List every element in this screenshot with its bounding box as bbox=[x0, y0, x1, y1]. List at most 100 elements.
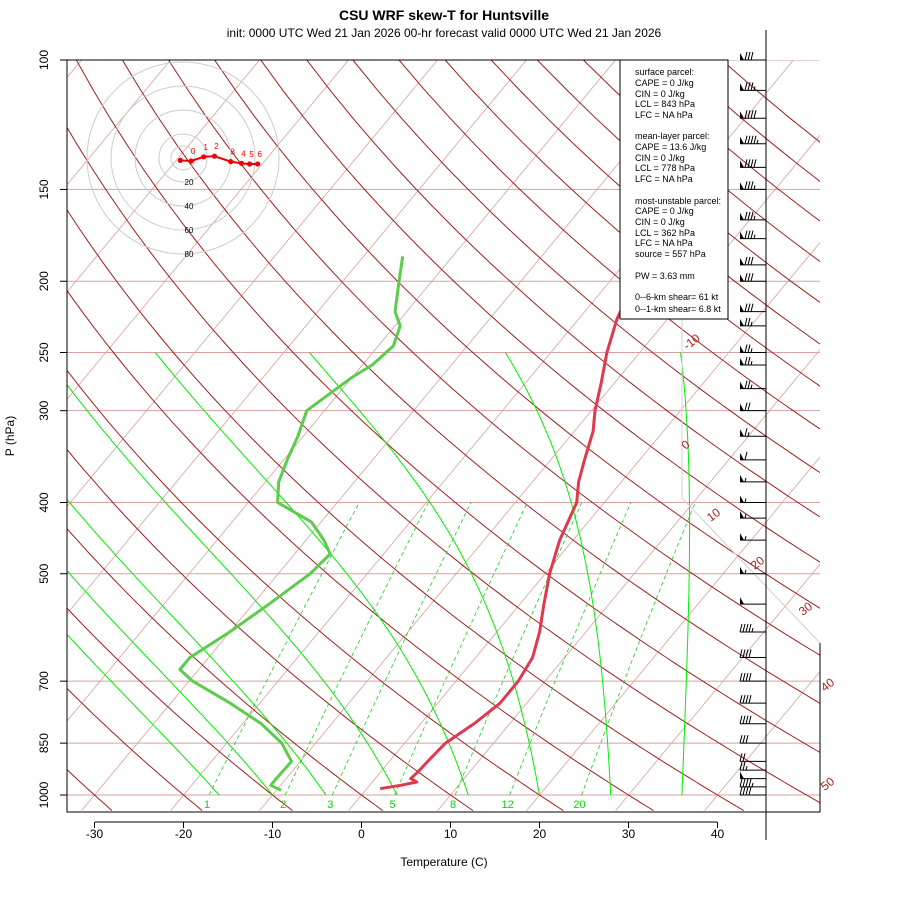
wind-barb bbox=[740, 135, 766, 145]
barb-pennant bbox=[740, 358, 744, 366]
wind-barb bbox=[740, 356, 766, 366]
barb-feather bbox=[747, 51, 751, 61]
x-axis-label: Temperature (C) bbox=[400, 855, 487, 869]
barb-feather bbox=[744, 110, 748, 119]
info-ml-cin: CIN = 0 J/kg bbox=[635, 153, 685, 163]
barb-half-feather bbox=[744, 477, 747, 483]
barb-feather bbox=[744, 230, 748, 239]
dry-adiabat-line bbox=[398, 60, 820, 430]
barb-half-feather bbox=[745, 765, 748, 771]
barb-feather bbox=[750, 135, 754, 144]
moist-adiabat-line bbox=[67, 633, 220, 796]
mixing-ratio-line bbox=[284, 502, 429, 796]
hodograph-point bbox=[177, 157, 183, 163]
barb-feather bbox=[739, 786, 743, 796]
dry-adiabat-label: 50 bbox=[818, 774, 837, 793]
moist-adiabat-line bbox=[154, 352, 469, 796]
barb-half-feather bbox=[753, 185, 756, 190]
y-tick-label: 100 bbox=[37, 50, 51, 70]
barb-pennant bbox=[740, 511, 744, 519]
barb-feather bbox=[742, 695, 746, 704]
dry-adiabat-label: 10 bbox=[704, 505, 723, 524]
y-tick-label: 200 bbox=[37, 271, 51, 291]
hodograph-height-label: 6 bbox=[257, 150, 262, 159]
wind-barb bbox=[740, 82, 766, 91]
wind-barb bbox=[739, 761, 766, 771]
wind-barb bbox=[739, 715, 766, 725]
barb-feather bbox=[750, 256, 754, 266]
barb-feather bbox=[750, 211, 754, 220]
barb-feather bbox=[748, 673, 752, 682]
info-ml-lfc: LFC = NA hPa bbox=[635, 174, 693, 184]
dry-adiabat-line bbox=[260, 60, 820, 563]
dry-adiabat-line bbox=[75, 60, 820, 754]
barb-feather bbox=[744, 273, 748, 282]
hodograph: 20 40 60 80 0 1 2 3 4 5 6 bbox=[86, 61, 280, 259]
moist-adiabat-line bbox=[680, 352, 691, 796]
barb-feather bbox=[742, 673, 746, 682]
wind-barb bbox=[740, 597, 766, 605]
barb-feather bbox=[748, 786, 752, 796]
hodograph-point bbox=[211, 153, 218, 159]
info-mu-header: most-unstable parcel: bbox=[635, 196, 721, 206]
barb-half-feather bbox=[744, 535, 747, 541]
hodograph-point bbox=[247, 161, 253, 167]
dry-adiabat-line bbox=[67, 527, 383, 812]
barb-pennant bbox=[740, 318, 744, 326]
dry-adiabat-label: 40 bbox=[818, 675, 837, 694]
hodograph-ring-label: 40 bbox=[185, 202, 194, 211]
hodograph-ring-label: 60 bbox=[185, 226, 194, 235]
barb-feather bbox=[745, 715, 749, 724]
dry-adiabat-line bbox=[214, 60, 820, 609]
hodograph-point bbox=[238, 160, 245, 166]
dry-adiabat-line bbox=[67, 448, 474, 812]
hodograph-point bbox=[228, 159, 234, 165]
barb-feather bbox=[744, 317, 748, 326]
isotherm-line bbox=[437, 349, 820, 811]
barb-feather bbox=[745, 778, 749, 788]
barb-pennant bbox=[740, 495, 744, 503]
info-surface-cin: CIN = 0 J/kg bbox=[635, 89, 685, 99]
dry-adiabat-line bbox=[168, 60, 820, 656]
mixing-ratio-line bbox=[208, 502, 360, 796]
wind-barb bbox=[740, 159, 766, 168]
y-tick-label: 300 bbox=[37, 400, 51, 420]
hodograph-ring bbox=[134, 109, 232, 207]
barb-half-feather bbox=[751, 782, 754, 788]
wind-barb bbox=[740, 533, 766, 541]
barb-feather bbox=[742, 778, 746, 788]
wind-barb bbox=[740, 451, 766, 461]
barb-feather bbox=[739, 623, 743, 633]
x-tick-label: -10 bbox=[264, 827, 282, 841]
info-ml-cape: CAPE = 13.6 J/kg bbox=[635, 142, 706, 152]
info-mu-source: source = 557 hPa bbox=[635, 249, 706, 259]
barb-pennant bbox=[740, 345, 744, 353]
hodograph-ring bbox=[170, 145, 196, 171]
barb-feather bbox=[747, 159, 751, 168]
barb-feather bbox=[739, 753, 743, 762]
barb-feather bbox=[744, 303, 748, 312]
x-tick-label: 30 bbox=[622, 827, 636, 841]
wind-barb bbox=[740, 474, 766, 483]
mixing-ratio-label: 3 bbox=[327, 799, 333, 811]
barb-half-feather bbox=[744, 498, 747, 503]
info-surface-lfc: LFC = NA hPa bbox=[635, 110, 693, 120]
wind-barb bbox=[739, 695, 766, 704]
mixing-ratio-label: 5 bbox=[390, 799, 396, 811]
y-tick-label: 500 bbox=[37, 563, 51, 583]
wind-barb bbox=[740, 110, 766, 119]
barb-pennant bbox=[740, 212, 744, 220]
wind-barb bbox=[739, 623, 766, 633]
barb-half-feather bbox=[750, 321, 753, 326]
hodograph-ring bbox=[158, 133, 208, 183]
wind-barb bbox=[740, 566, 766, 575]
wind-barb bbox=[740, 230, 766, 240]
barb-feather bbox=[739, 778, 743, 788]
moist-adiabat-line bbox=[504, 352, 612, 796]
dry-adiabat-label: 0 bbox=[679, 437, 693, 452]
barb-half-feather bbox=[744, 569, 747, 574]
wind-barb bbox=[739, 786, 766, 796]
barb-feather bbox=[742, 649, 746, 658]
temperature-axis: -30 -20 -10 0 10 20 30 40 bbox=[86, 821, 724, 841]
dry-adiabat-label: 30 bbox=[796, 599, 815, 618]
